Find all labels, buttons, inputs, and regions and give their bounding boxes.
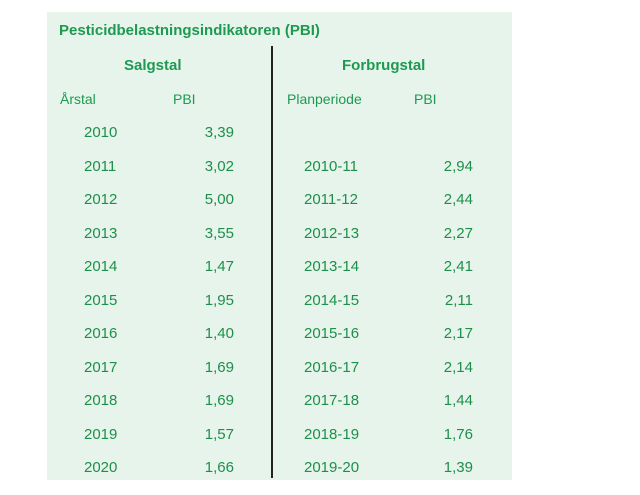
pbi-table-panel	[47, 12, 512, 480]
table-row: 2016 1,40 2015-16 2,17	[0, 319, 640, 353]
table-row: 2017 1,69 2016-17 2,14	[0, 353, 640, 387]
pbi-sales-cell: 1,69	[204, 358, 234, 376]
table-row: 2018 1,69 2017-18 1,44	[0, 386, 640, 420]
year-cell: 2015	[84, 291, 118, 309]
period-cell: 2013-14	[304, 258, 360, 275]
year-cell: 2016	[84, 325, 118, 342]
table-row: 2020 1,66 2019-20 1,39	[0, 453, 640, 487]
year-cell: 2018	[84, 392, 118, 409]
table-row: 2010 3,39	[0, 118, 640, 152]
period-cell: 2011-12	[304, 191, 358, 208]
pbi-sales-cell: 1,95	[204, 291, 234, 309]
period-cell: 2016-17	[304, 358, 360, 376]
pbi-usage-cell: 1,39	[443, 459, 473, 476]
period-cell: 2019-20	[304, 459, 360, 476]
year-cell: 2019	[84, 425, 118, 443]
period-cell: 2015-16	[304, 325, 360, 342]
period-cell: 2014-15	[304, 291, 360, 309]
pbi-sales-cell: 3,55	[204, 224, 234, 242]
pbi-sales-cell: 3,02	[204, 157, 234, 175]
year-cell: 2017	[84, 358, 118, 376]
year-cell: 2011	[84, 157, 117, 175]
pbi-usage-cell: 1,76	[443, 425, 473, 443]
table-row: 2012 5,00 2011-12 2,44	[0, 185, 640, 219]
table-body: 2010 3,39 2011 3,02 2010-11 2,94 2012 5,…	[0, 118, 640, 487]
table-row: 2019 1,57 2018-19 1,76	[0, 420, 640, 454]
period-cell: 2010-11	[304, 157, 358, 175]
period-cell: 2018-19	[304, 425, 360, 443]
pbi-usage-cell: 2,41	[443, 258, 473, 275]
year-cell: 2014	[84, 258, 118, 275]
pbi-sales-cell: 1,40	[204, 325, 234, 342]
column-header-year: Årstal	[60, 91, 96, 107]
table-row: 2011 3,02 2010-11 2,94	[0, 152, 640, 186]
pbi-usage-cell: 2,14	[443, 358, 473, 376]
pbi-sales-cell: 3,39	[204, 124, 234, 141]
period-cell: 2017-18	[304, 392, 360, 409]
pbi-usage-cell: 2,27	[443, 224, 473, 242]
column-header-pbi-sales: PBI	[173, 91, 196, 107]
pbi-usage-cell: 2,11	[444, 291, 473, 309]
column-divider	[271, 46, 273, 478]
column-header-period: Planperiode	[287, 91, 362, 107]
column-header-pbi-usage: PBI	[414, 91, 437, 107]
pbi-sales-cell: 1,69	[204, 392, 234, 409]
pbi-sales-cell: 1,57	[204, 425, 234, 443]
pbi-sales-cell: 1,66	[204, 459, 234, 476]
table-title: Pesticidbelastningsindikatoren (PBI)	[59, 22, 320, 39]
sales-group-header: Salgstal	[124, 57, 182, 74]
usage-group-header: Forbrugstal	[342, 57, 426, 74]
pbi-sales-cell: 1,47	[204, 258, 234, 275]
year-cell: 2013	[84, 224, 118, 242]
table-row: 2013 3,55 2012-13 2,27	[0, 219, 640, 253]
pbi-usage-cell: 1,44	[443, 392, 473, 409]
pbi-usage-cell: 2,94	[443, 157, 473, 175]
year-cell: 2020	[84, 459, 118, 476]
table-row: 2014 1,47 2013-14 2,41	[0, 252, 640, 286]
pbi-sales-cell: 5,00	[204, 191, 234, 208]
year-cell: 2010	[84, 124, 118, 141]
pbi-usage-cell: 2,44	[443, 191, 473, 208]
year-cell: 2012	[84, 191, 118, 208]
table-row: 2015 1,95 2014-15 2,11	[0, 286, 640, 320]
period-cell: 2012-13	[304, 224, 360, 242]
pbi-usage-cell: 2,17	[443, 325, 473, 342]
